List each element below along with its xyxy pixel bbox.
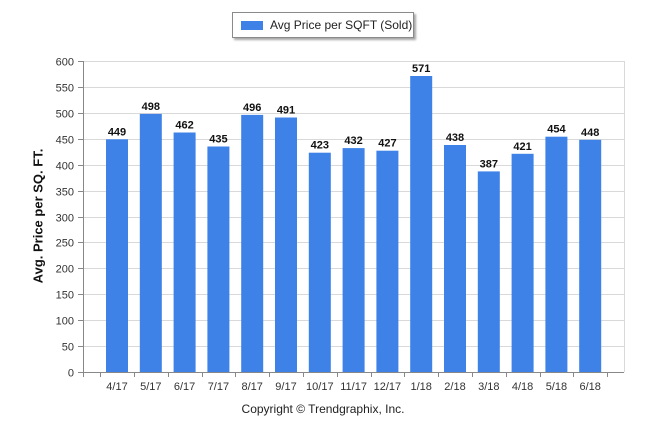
data-label: 496: [243, 102, 261, 114]
x-tick-label: 5/18: [546, 381, 567, 393]
data-label: 427: [378, 138, 396, 150]
data-label: 498: [142, 101, 160, 113]
y-tick-label: 350: [56, 187, 74, 199]
x-tick-label: 3/18: [478, 381, 499, 393]
x-tick-label: 10/17: [306, 381, 334, 393]
y-tick-label: 600: [56, 57, 74, 69]
bar: [241, 114, 264, 373]
y-tick-label: 0: [68, 368, 74, 380]
y-tick-label: 450: [56, 135, 74, 147]
y-tick-label: 100: [56, 316, 74, 328]
x-tick-label: 4/17: [106, 381, 127, 393]
x-tick-label: 5/17: [140, 381, 161, 393]
legend-swatch: [241, 21, 263, 30]
data-label: 432: [344, 135, 362, 147]
x-tick-label: 7/17: [208, 381, 229, 393]
bar: [410, 76, 433, 372]
bar: [173, 132, 196, 372]
bar: [477, 171, 500, 372]
y-tick-label: 550: [56, 83, 74, 95]
bar: [275, 117, 297, 372]
data-label: 448: [581, 127, 599, 139]
data-label: 449: [108, 126, 126, 138]
data-label: 438: [446, 132, 464, 144]
y-axis-title: Avg. Price per SQ. FT.: [30, 148, 46, 284]
y-tick-label: 150: [56, 290, 74, 302]
x-tick-label: 1/18: [410, 381, 431, 393]
x-tick-label: 2/18: [444, 381, 465, 393]
data-label: 462: [175, 120, 193, 132]
bar: [106, 139, 128, 372]
x-tick-label: 4/18: [512, 381, 533, 393]
data-label: 423: [311, 140, 329, 152]
bar: [511, 153, 534, 372]
bar: [444, 145, 466, 372]
y-tick-label: 400: [56, 161, 74, 173]
x-tick-label: 11/17: [340, 381, 367, 393]
bar: [376, 150, 399, 372]
axes: [78, 61, 624, 377]
bar: [579, 139, 602, 372]
bar: [308, 152, 331, 372]
y-tick-label: 500: [56, 109, 74, 121]
copyright-footer: Copyright © Trendgraphix, Inc.: [241, 402, 405, 416]
bars: [106, 76, 602, 373]
y-tick-label: 50: [62, 342, 74, 354]
data-label: 454: [547, 124, 566, 136]
y-tick-label: 200: [56, 264, 74, 276]
data-label: 387: [480, 158, 498, 170]
x-tick-label: 9/17: [275, 381, 296, 393]
data-label: 435: [209, 134, 227, 146]
y-tick-label: 300: [56, 213, 74, 225]
x-tick-label: 6/18: [579, 381, 600, 393]
data-label: 571: [412, 63, 430, 75]
x-tick-label: 6/17: [174, 381, 195, 393]
x-tick-label: 8/17: [241, 381, 262, 393]
bar: [545, 136, 568, 372]
data-label: 491: [277, 105, 295, 117]
bar: [342, 148, 365, 372]
y-tick-label: 250: [56, 238, 74, 250]
legend-label: Avg Price per SQFT (Sold): [270, 18, 413, 32]
labels: 0 50 100 150 200 250 300 350 400 450 500 550 600 449 4…: [56, 57, 601, 394]
bar: [207, 146, 230, 372]
x-tick-label: 12/17: [374, 381, 402, 393]
data-label: 421: [513, 141, 531, 153]
legend: Avg Price per SQFT (Sold): [232, 12, 414, 38]
bar: [139, 113, 162, 373]
